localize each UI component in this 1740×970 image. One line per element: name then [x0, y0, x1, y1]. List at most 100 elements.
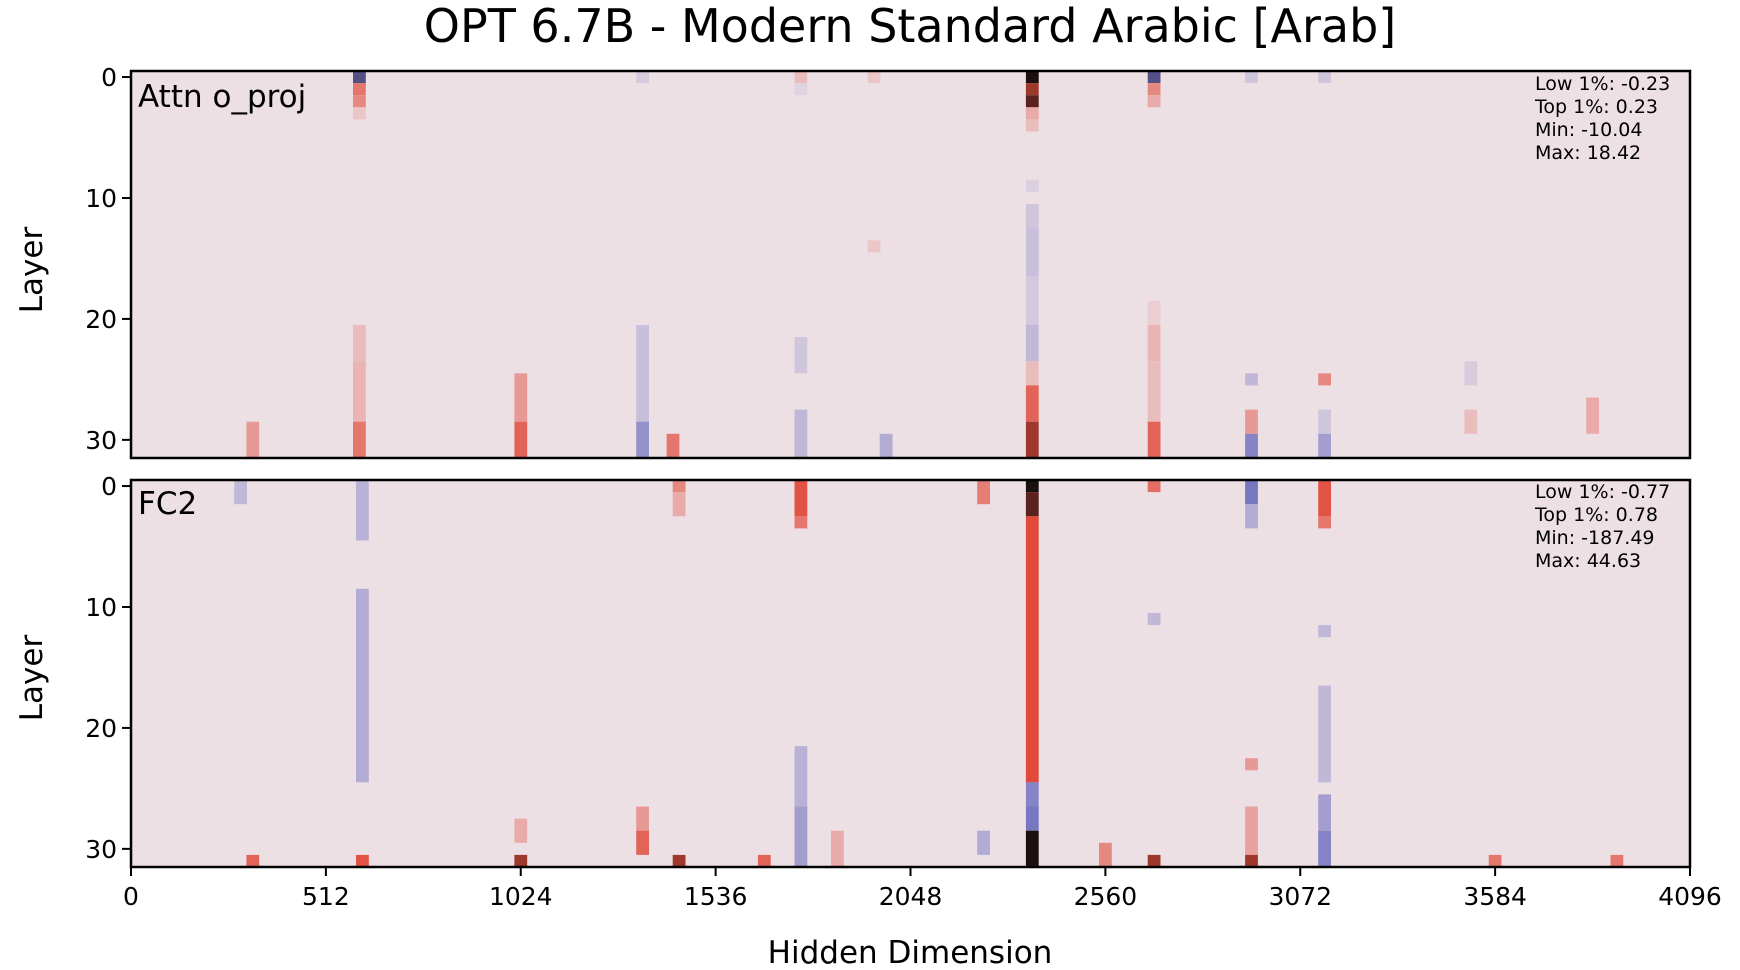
- heatmap-cell: [1147, 421, 1161, 458]
- heatmap-cell: [246, 854, 260, 867]
- heatmap-cell: [794, 480, 808, 517]
- heatmap-cell: [1245, 409, 1258, 434]
- x-tick-label: 2560: [1074, 882, 1138, 911]
- heatmap-cell: [1025, 361, 1039, 386]
- heatmap-cell: [1245, 373, 1258, 386]
- heatmap-cell: [636, 421, 649, 458]
- x-tick-label: 4096: [1658, 882, 1722, 911]
- heatmap-cell: [1025, 325, 1039, 362]
- x-tick-label: 0: [123, 882, 139, 911]
- heatmap-cell: [353, 421, 366, 458]
- x-tick-label: 2048: [879, 882, 943, 911]
- heatmap-cell: [1147, 854, 1161, 867]
- heatmap-cell: [977, 830, 990, 855]
- y-tick-label: 20: [85, 305, 117, 334]
- heatmap-cell: [353, 107, 366, 120]
- heatmap-cell: [1318, 71, 1331, 84]
- heatmap-cell: [1025, 492, 1039, 517]
- heatmap-cell: [1318, 685, 1331, 783]
- heatmap-cell: [1025, 830, 1039, 867]
- heatmap-cell: [1025, 107, 1039, 120]
- heatmap-cell: [1025, 228, 1039, 277]
- heatmap-cell: [831, 830, 844, 867]
- heatmap-cell: [1318, 794, 1331, 831]
- heatmap-cell: [794, 337, 808, 374]
- heatmap-cell: [1025, 516, 1039, 783]
- heatmap-cell: [514, 421, 528, 458]
- y-axis-label: Layer: [14, 635, 50, 722]
- heatmap-cell: [1245, 504, 1258, 529]
- heatmap-cell: [1318, 480, 1331, 517]
- heatmap-cell: [757, 854, 771, 867]
- heatmap-cell: [246, 421, 260, 458]
- heatmap-cell: [1318, 373, 1331, 386]
- heatmap-cell: [1147, 300, 1161, 325]
- heatmap-cell: [1147, 361, 1161, 422]
- heatmap-cell: [514, 818, 528, 843]
- x-tick-label: 1536: [684, 882, 748, 911]
- panel-fc2: FC2 Low 1%: -0.77 Top 1%: 0.78 Min: -187…: [14, 472, 1722, 911]
- heatmap-cell: [1025, 95, 1039, 108]
- heatmap-cell: [1245, 71, 1258, 84]
- stat-min: Min: -187.49: [1535, 527, 1655, 549]
- heatmap-cell: [514, 373, 528, 422]
- heatmap-cell: [1025, 421, 1039, 458]
- heatmap-cell: [1147, 83, 1161, 96]
- heatmap-cell: [1025, 179, 1039, 192]
- heatmap-cells: [246, 71, 1599, 458]
- heatmap-cell: [794, 71, 808, 84]
- stat-max: Max: 18.42: [1535, 142, 1641, 164]
- heatmap-cell: [636, 71, 649, 84]
- panel-frame: [129, 69, 1692, 460]
- panel-background: [131, 480, 1690, 867]
- heatmap-cell: [1147, 95, 1161, 108]
- heatmap-cell: [353, 361, 366, 422]
- heatmap-cell: [353, 325, 366, 362]
- heatmap-cell: [1245, 433, 1258, 458]
- heatmap-cell: [1147, 71, 1161, 84]
- heatmap-cell: [1245, 480, 1258, 505]
- heatmap-cell: [867, 240, 881, 253]
- heatmap-cell: [1586, 397, 1599, 434]
- heatmap-cell: [794, 806, 808, 867]
- heatmap-cell: [1099, 842, 1112, 867]
- y-axis-label: Layer: [14, 227, 50, 314]
- heatmap-cell: [1464, 409, 1478, 434]
- stat-low: Low 1%: -0.77: [1535, 481, 1670, 503]
- x-axis-label: Hidden Dimension: [768, 935, 1053, 970]
- heatmap-cell: [794, 516, 808, 529]
- heatmap-cell: [1147, 325, 1161, 362]
- stat-low: Low 1%: -0.23: [1535, 73, 1670, 95]
- heatmap-cell: [672, 854, 686, 867]
- heatmap-cell: [636, 325, 649, 422]
- heatmap-cell: [353, 83, 366, 96]
- heatmap-cell: [1025, 276, 1039, 325]
- heatmap-cell: [1025, 71, 1039, 84]
- heatmap-cell: [1610, 854, 1624, 867]
- heatmap-cell: [1147, 480, 1161, 493]
- heatmap-cell: [1147, 613, 1161, 626]
- y-axis-ticks: 0 10 20 30: [85, 63, 131, 455]
- heatmap-cells: [234, 480, 1624, 867]
- heatmap-cell: [1025, 385, 1039, 422]
- y-tick-label: 30: [85, 426, 117, 455]
- y-tick-label: 30: [85, 835, 117, 864]
- heatmap-cell: [1464, 361, 1478, 386]
- heatmap-cell: [234, 480, 247, 505]
- heatmap-cell: [1318, 516, 1331, 529]
- heatmap-cell: [879, 433, 893, 458]
- y-tick-label: 0: [101, 472, 117, 501]
- y-tick-label: 10: [85, 184, 117, 213]
- heatmap-cell: [356, 480, 369, 541]
- heatmap-cell: [1025, 83, 1039, 96]
- heatmap-cell: [353, 71, 366, 84]
- heatmap-cell: [636, 806, 649, 831]
- x-axis-ticks: 0 512 1024 1536 2048 2560 3072 3584 4096: [123, 867, 1722, 911]
- heatmap-cell: [1318, 433, 1331, 458]
- heatmap-cell: [1488, 854, 1502, 867]
- heatmap-cell: [636, 830, 649, 855]
- y-tick-label: 20: [85, 714, 117, 743]
- heatmap-cell: [1025, 806, 1039, 831]
- heatmap-cell: [1025, 119, 1039, 132]
